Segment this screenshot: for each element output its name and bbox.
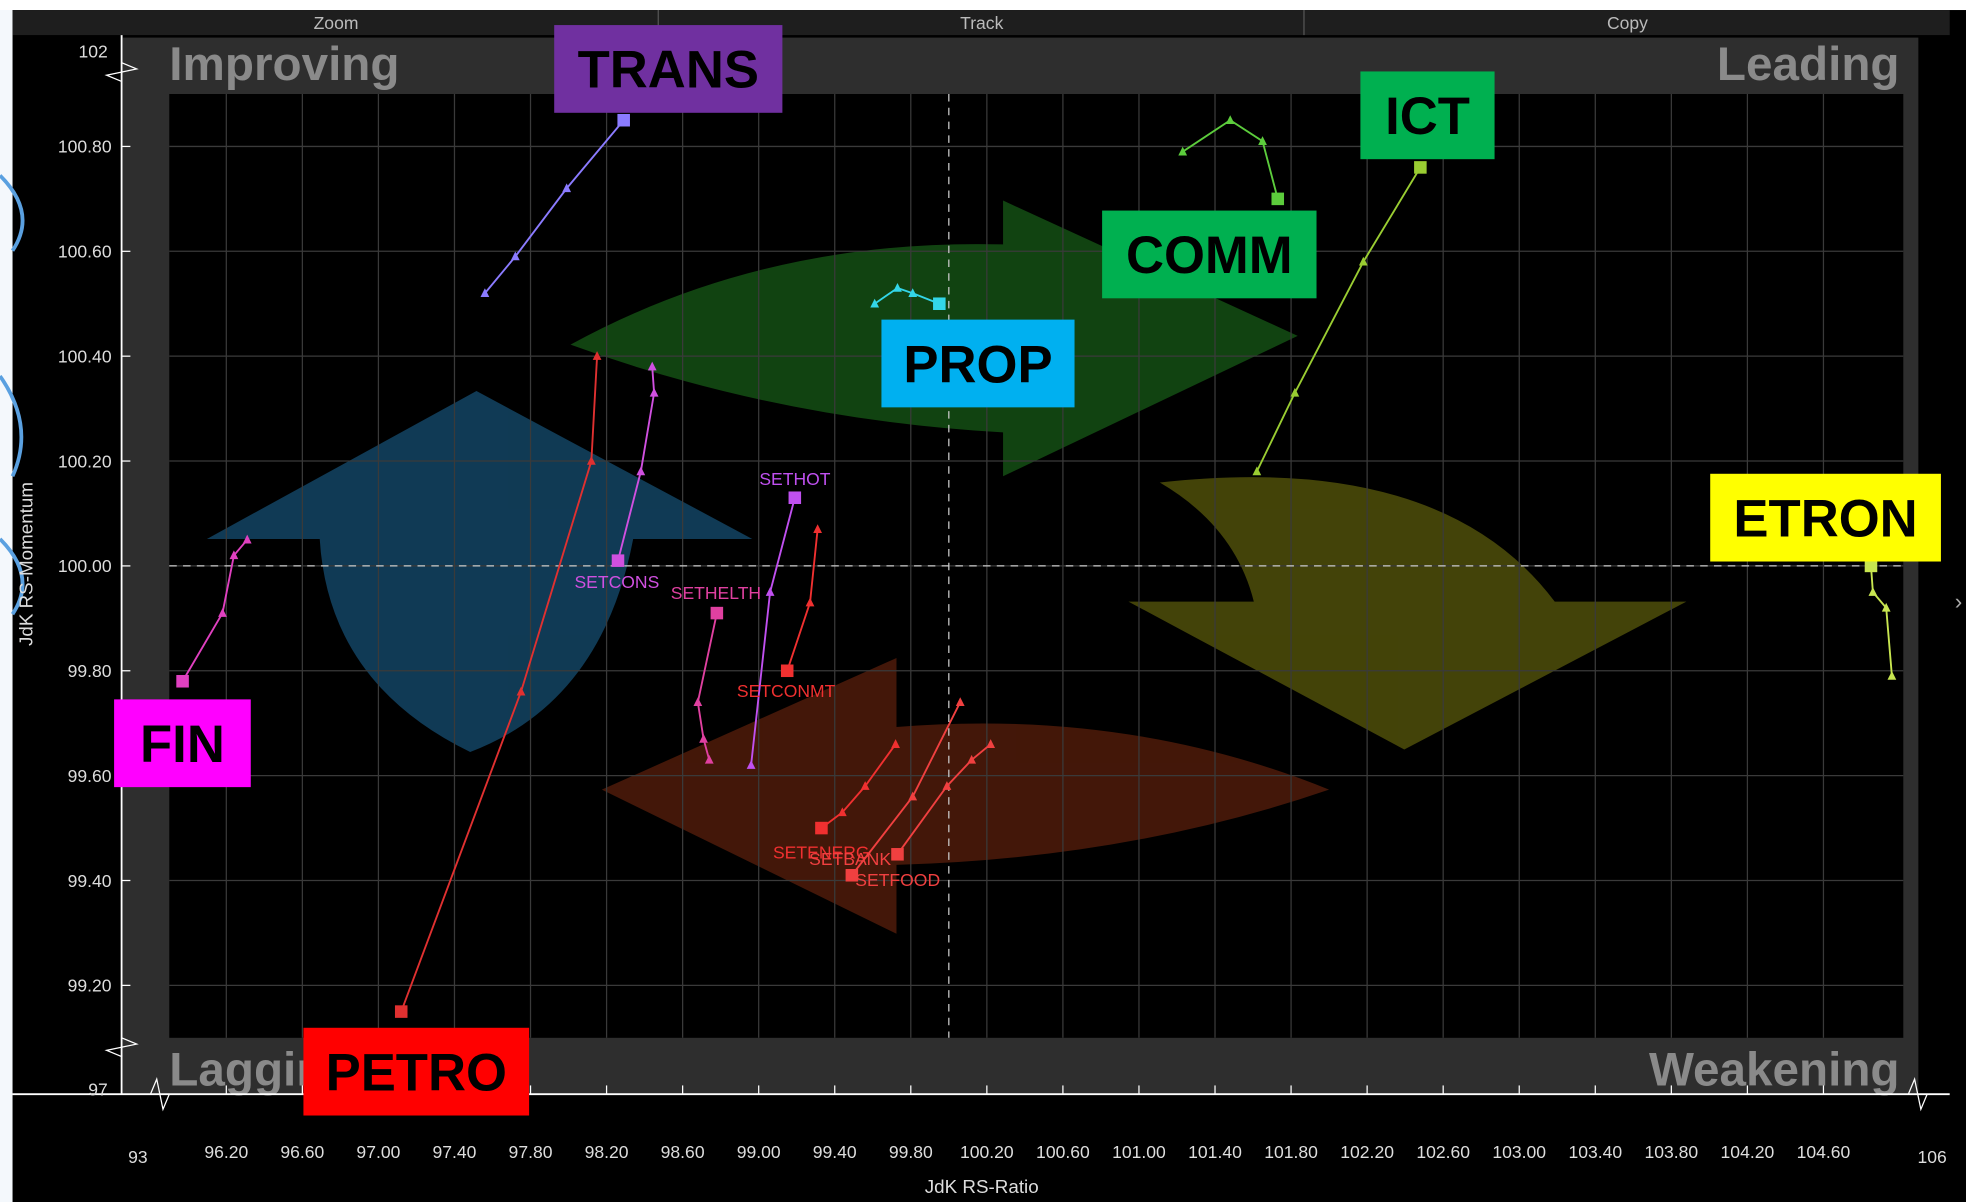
- x-tick-label: 103.00: [1492, 1142, 1546, 1162]
- x-tick-label: 99.40: [813, 1142, 857, 1162]
- page: {"toolbar":{"buttons":["Zoom","Track","C…: [0, 0, 1966, 1202]
- quadrant-label: Leading: [1717, 38, 1900, 91]
- x-tick-label: 103.40: [1568, 1142, 1622, 1162]
- callout-label: PROP: [903, 335, 1052, 394]
- callout-label: PETRO: [326, 1043, 507, 1102]
- head-marker: [612, 554, 625, 567]
- x-tick-label: 101.00: [1112, 1142, 1166, 1162]
- y-tick-label: 99.20: [68, 976, 112, 996]
- series-label: SETHELTH: [671, 583, 761, 603]
- head-marker: [933, 297, 946, 310]
- x-tick-label: 103.80: [1645, 1142, 1699, 1162]
- x-axis-end-label: 93: [128, 1147, 148, 1167]
- x-tick-label: 104.20: [1721, 1142, 1775, 1162]
- head-marker: [1414, 161, 1427, 174]
- x-tick-label: 97.80: [509, 1142, 553, 1162]
- callout-label: TRANS: [578, 41, 759, 100]
- copy-button[interactable]: Copy: [1607, 13, 1648, 33]
- x-axis-title: JdK RS-Ratio: [925, 1176, 1039, 1197]
- x-tick-label: 99.00: [737, 1142, 781, 1162]
- series-label: SETBANK: [809, 849, 891, 869]
- x-tick-label: 101.40: [1188, 1142, 1242, 1162]
- top-margin: [0, 0, 1966, 10]
- rrg-chart: Zoom Track Copy Improving Leading Laggin…: [0, 0, 1966, 1202]
- head-marker: [711, 607, 724, 620]
- head-marker: [815, 822, 828, 835]
- head-marker: [395, 1005, 408, 1018]
- x-tick-label: 97.00: [356, 1142, 400, 1162]
- callout-label: ICT: [1385, 87, 1470, 146]
- series-label: SETFOOD: [855, 870, 940, 890]
- head-marker: [781, 665, 794, 678]
- x-tick-label: 98.60: [661, 1142, 705, 1162]
- x-tick-label: 97.40: [433, 1142, 477, 1162]
- y-tick-label: 100.00: [58, 556, 112, 576]
- x-tick-label: 96.60: [280, 1142, 324, 1162]
- y-tick-label: 99.80: [68, 661, 112, 681]
- y-tick-label: 99.60: [68, 766, 112, 786]
- track-button[interactable]: Track: [960, 13, 1003, 33]
- y-tick-label: 100.80: [58, 137, 112, 157]
- y-tick-label: 100.40: [58, 346, 112, 366]
- scroll-arrow[interactable]: ›: [1955, 589, 1963, 614]
- quadrant-label: Improving: [169, 38, 399, 91]
- head-marker: [176, 675, 189, 688]
- y-tick-label: 99.40: [68, 871, 112, 891]
- y-tick-label: 100.60: [58, 242, 112, 262]
- y-tick-label: 100.20: [58, 451, 112, 471]
- x-tick-label: 104.60: [1797, 1142, 1851, 1162]
- head-marker: [891, 848, 904, 861]
- callout-label: FIN: [140, 715, 225, 774]
- callout-label: ETRON: [1733, 489, 1917, 548]
- y-axis-end-label: 102: [79, 42, 108, 62]
- y-axis-end-label: 97: [88, 1079, 108, 1099]
- zoom-button[interactable]: Zoom: [314, 13, 359, 33]
- x-tick-label: 100.60: [1036, 1142, 1090, 1162]
- x-tick-label: 101.80: [1264, 1142, 1318, 1162]
- series-label: SETCONMT: [737, 681, 836, 701]
- quadrant-label: Weakening: [1649, 1043, 1900, 1096]
- x-tick-label: 100.20: [960, 1142, 1014, 1162]
- x-tick-label: 102.20: [1340, 1142, 1394, 1162]
- x-tick-label: 98.20: [585, 1142, 629, 1162]
- head-marker: [789, 491, 802, 504]
- y-axis-title: JdK RS-Momentum: [16, 482, 37, 646]
- x-tick-label: 96.20: [204, 1142, 248, 1162]
- callout-label: COMM: [1126, 226, 1293, 285]
- head-marker: [617, 114, 630, 127]
- head-marker: [1271, 193, 1284, 206]
- x-tick-label: 102.60: [1416, 1142, 1470, 1162]
- x-tick-label: 99.80: [889, 1142, 933, 1162]
- x-axis-end-label: 106: [1918, 1147, 1947, 1167]
- series-label: SETHOT: [759, 469, 830, 489]
- series-label: SETCONS: [574, 572, 659, 592]
